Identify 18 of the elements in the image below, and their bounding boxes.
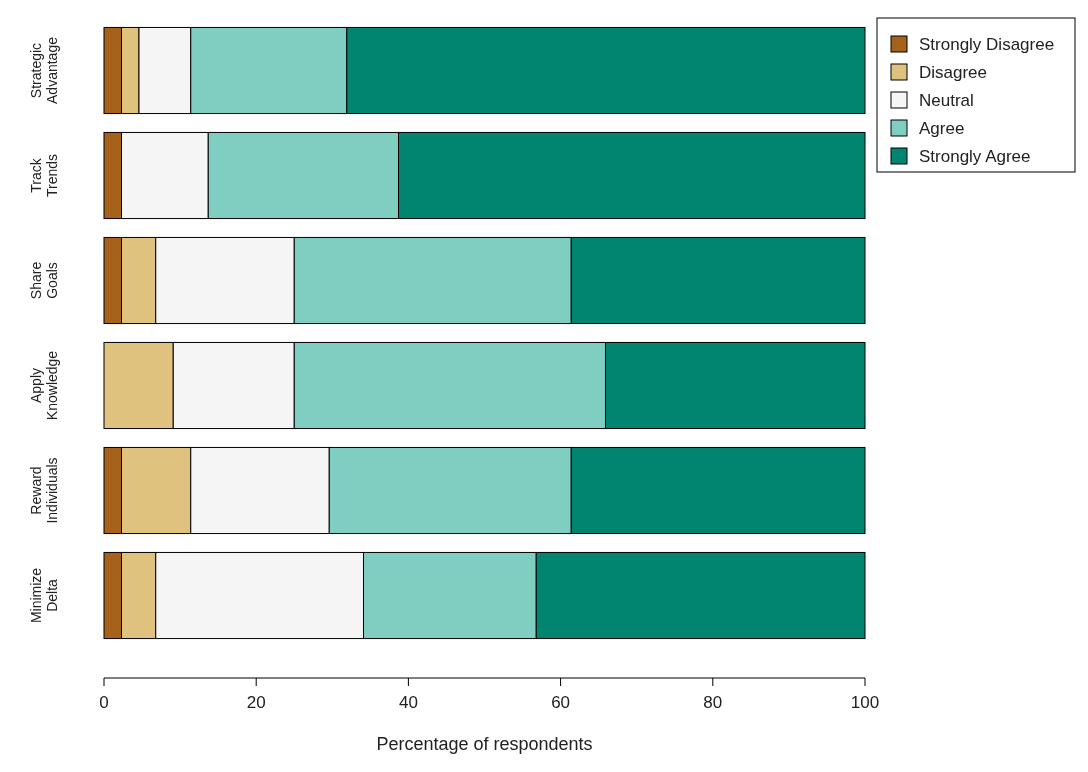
y-tick-label: Apply Knowledge bbox=[28, 350, 60, 421]
y-tick-label: Share Goals bbox=[28, 261, 60, 300]
y-tick-label: Minimize Delta bbox=[28, 567, 60, 624]
legend-label: Neutral bbox=[919, 91, 974, 110]
legend-label: Strongly Agree bbox=[919, 147, 1031, 166]
legend-label: Strongly Disagree bbox=[919, 35, 1055, 54]
x-tick-label: 60 bbox=[551, 693, 571, 712]
x-tick-label: 20 bbox=[246, 693, 266, 712]
x-tick-label: 80 bbox=[703, 693, 723, 712]
y-tick-label: Strategic Advantage bbox=[28, 36, 60, 104]
legend-label: Agree bbox=[919, 119, 965, 138]
x-tick-label: 100 bbox=[850, 693, 880, 712]
x-axis-title: Percentage of respondents bbox=[376, 734, 593, 754]
y-tick-label: Reward Individuals bbox=[28, 457, 60, 524]
x-tick-label: 0 bbox=[99, 693, 109, 712]
x-tick-label: 40 bbox=[398, 693, 418, 712]
y-tick-label: Track Trends bbox=[28, 153, 60, 198]
legend-label: Disagree bbox=[919, 63, 988, 82]
